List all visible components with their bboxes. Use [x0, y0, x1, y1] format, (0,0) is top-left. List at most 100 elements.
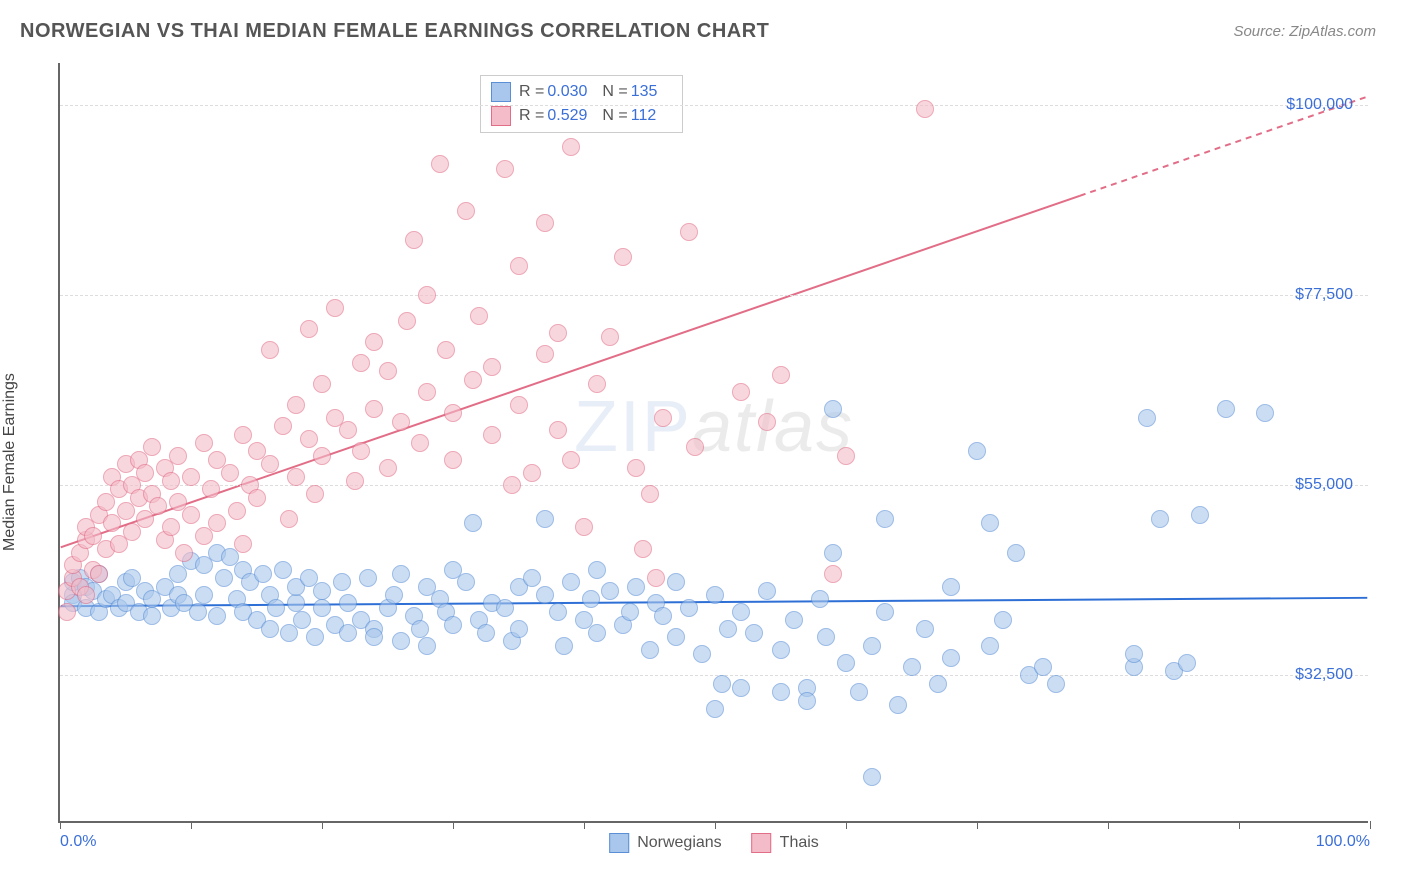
scatter-point	[536, 586, 554, 604]
scatter-point	[1191, 506, 1209, 524]
scatter-point	[202, 480, 220, 498]
scatter-point	[287, 468, 305, 486]
scatter-point	[326, 299, 344, 317]
chart-container: Median Female Earnings ZIPatlas R =0.030…	[0, 53, 1406, 883]
scatter-point	[850, 683, 868, 701]
scatter-point	[162, 472, 180, 490]
scatter-point	[523, 569, 541, 587]
x-tick	[60, 821, 61, 829]
scatter-point	[411, 620, 429, 638]
scatter-point	[562, 451, 580, 469]
scatter-point	[713, 675, 731, 693]
scatter-point	[1217, 400, 1235, 418]
scatter-point	[169, 447, 187, 465]
scatter-point	[758, 582, 776, 600]
scatter-point	[536, 214, 554, 232]
scatter-point	[863, 768, 881, 786]
scatter-point	[686, 438, 704, 456]
scatter-point	[189, 603, 207, 621]
scatter-point	[313, 582, 331, 600]
y-axis-label: Median Female Earnings	[1, 373, 19, 551]
gridline	[60, 105, 1368, 106]
scatter-point	[352, 354, 370, 372]
scatter-point	[981, 514, 999, 532]
scatter-point	[719, 620, 737, 638]
scatter-point	[437, 341, 455, 359]
scatter-point	[621, 603, 639, 621]
scatter-point	[981, 637, 999, 655]
scatter-point	[549, 603, 567, 621]
scatter-point	[588, 375, 606, 393]
scatter-point	[555, 637, 573, 655]
scatter-point	[365, 333, 383, 351]
x-tick	[322, 821, 323, 829]
scatter-point	[398, 312, 416, 330]
scatter-point	[817, 628, 835, 646]
scatter-point	[228, 502, 246, 520]
legend-row: R =0.529N =112	[491, 104, 672, 128]
scatter-point	[143, 438, 161, 456]
scatter-point	[254, 565, 272, 583]
scatter-point	[339, 421, 357, 439]
scatter-point	[588, 561, 606, 579]
scatter-point	[306, 628, 324, 646]
scatter-point	[785, 611, 803, 629]
scatter-point	[523, 464, 541, 482]
scatter-point	[1151, 510, 1169, 528]
watermark-zip: ZIP	[574, 387, 692, 467]
x-tick	[715, 821, 716, 829]
scatter-point	[916, 620, 934, 638]
scatter-point	[929, 675, 947, 693]
scatter-point	[143, 607, 161, 625]
source-label: Source: ZipAtlas.com	[1233, 23, 1376, 40]
scatter-point	[182, 506, 200, 524]
legend-stat: R =0.030N =135	[519, 83, 672, 101]
scatter-point	[680, 599, 698, 617]
legend-stat: R =0.529N =112	[519, 107, 671, 125]
scatter-point	[208, 607, 226, 625]
scatter-point	[1034, 658, 1052, 676]
scatter-point	[942, 649, 960, 667]
scatter-point	[1138, 409, 1156, 427]
scatter-point	[346, 472, 364, 490]
scatter-point	[261, 341, 279, 359]
scatter-point	[968, 442, 986, 460]
scatter-point	[333, 573, 351, 591]
scatter-point	[457, 202, 475, 220]
scatter-point	[90, 565, 108, 583]
scatter-point	[582, 590, 600, 608]
scatter-point	[313, 447, 331, 465]
scatter-point	[837, 654, 855, 672]
scatter-point	[162, 518, 180, 536]
x-tick	[1239, 821, 1240, 829]
scatter-point	[339, 594, 357, 612]
scatter-point	[444, 451, 462, 469]
scatter-point	[1007, 544, 1025, 562]
scatter-point	[706, 700, 724, 718]
scatter-point	[627, 459, 645, 477]
scatter-point	[234, 426, 252, 444]
scatter-point	[483, 358, 501, 376]
scatter-point	[562, 138, 580, 156]
scatter-point	[418, 286, 436, 304]
scatter-point	[306, 485, 324, 503]
x-tick-label: 0.0%	[60, 833, 96, 851]
scatter-point	[667, 628, 685, 646]
y-tick-label: $55,000	[1295, 476, 1353, 494]
scatter-point	[182, 468, 200, 486]
scatter-point	[994, 611, 1012, 629]
scatter-point	[693, 645, 711, 663]
legend-swatch	[752, 833, 772, 853]
correlation-legend: R =0.030N =135 R =0.529N =112	[480, 75, 683, 133]
scatter-point	[680, 223, 698, 241]
y-tick-label: $100,000	[1286, 96, 1353, 114]
scatter-point	[641, 641, 659, 659]
scatter-point	[215, 569, 233, 587]
scatter-point	[601, 582, 619, 600]
x-tick	[846, 821, 847, 829]
legend-row: R =0.030N =135	[491, 80, 672, 104]
scatter-point	[942, 578, 960, 596]
scatter-point	[634, 540, 652, 558]
scatter-point	[496, 599, 514, 617]
scatter-point	[58, 603, 76, 621]
